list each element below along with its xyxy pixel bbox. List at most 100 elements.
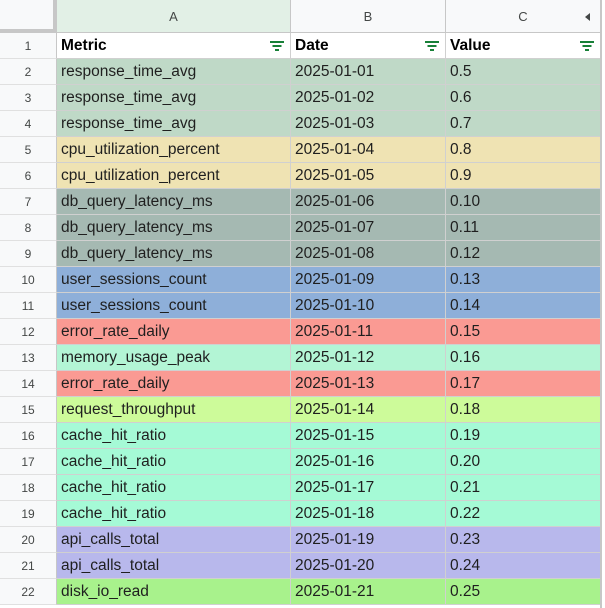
row-header[interactable]: 9: [0, 241, 57, 267]
row-header[interactable]: 17: [0, 449, 57, 475]
cell-value[interactable]: 0.23: [446, 527, 601, 553]
cell-metric[interactable]: db_query_latency_ms: [57, 189, 291, 215]
cell-value[interactable]: 0.18: [446, 397, 601, 423]
cell-metric[interactable]: memory_usage_peak: [57, 345, 291, 371]
cell-date[interactable]: 2025-01-11: [291, 319, 446, 345]
row-header[interactable]: 15: [0, 397, 57, 423]
cell-value[interactable]: 0.13: [446, 267, 601, 293]
cell-date[interactable]: 2025-01-21: [291, 579, 446, 605]
select-all-corner[interactable]: [0, 0, 57, 33]
cell-date[interactable]: 2025-01-02: [291, 85, 446, 111]
row-header[interactable]: 19: [0, 501, 57, 527]
scroll-left-arrow-icon[interactable]: [585, 13, 590, 21]
cell-metric[interactable]: user_sessions_count: [57, 293, 291, 319]
cell-date[interactable]: 2025-01-08: [291, 241, 446, 267]
cell-value[interactable]: 0.5: [446, 59, 601, 85]
cell-value[interactable]: 0.6: [446, 85, 601, 111]
cell-value[interactable]: 0.17: [446, 371, 601, 397]
column-header-c-label: C: [518, 8, 528, 24]
row-header[interactable]: 7: [0, 189, 57, 215]
cell-date[interactable]: 2025-01-15: [291, 423, 446, 449]
row-header[interactable]: 22: [0, 579, 57, 605]
cell-metric[interactable]: cpu_utilization_percent: [57, 163, 291, 189]
cell-date[interactable]: 2025-01-14: [291, 397, 446, 423]
cell-metric[interactable]: response_time_avg: [57, 85, 291, 111]
cell-value[interactable]: 0.19: [446, 423, 601, 449]
row-header[interactable]: 16: [0, 423, 57, 449]
cell-date[interactable]: 2025-01-19: [291, 527, 446, 553]
cell-date[interactable]: 2025-01-01: [291, 59, 446, 85]
cell-metric[interactable]: cache_hit_ratio: [57, 501, 291, 527]
cell-metric[interactable]: disk_io_read: [57, 579, 291, 605]
header-cell-date[interactable]: Date: [291, 33, 446, 59]
cell-date[interactable]: 2025-01-18: [291, 501, 446, 527]
cell-date[interactable]: 2025-01-09: [291, 267, 446, 293]
cell-value[interactable]: 0.10: [446, 189, 601, 215]
row-header[interactable]: 13: [0, 345, 57, 371]
cell-date[interactable]: 2025-01-06: [291, 189, 446, 215]
cell-date[interactable]: 2025-01-05: [291, 163, 446, 189]
row-header[interactable]: 20: [0, 527, 57, 553]
header-cell-value[interactable]: Value: [446, 33, 601, 59]
cell-value[interactable]: 0.15: [446, 319, 601, 345]
row-header[interactable]: 4: [0, 111, 57, 137]
row-header[interactable]: 14: [0, 371, 57, 397]
cell-value[interactable]: 0.14: [446, 293, 601, 319]
cell-date[interactable]: 2025-01-04: [291, 137, 446, 163]
cell-value[interactable]: 0.12: [446, 241, 601, 267]
cell-date[interactable]: 2025-01-16: [291, 449, 446, 475]
cell-metric[interactable]: api_calls_total: [57, 527, 291, 553]
cell-metric[interactable]: request_throughput: [57, 397, 291, 423]
column-header-b[interactable]: B: [291, 0, 446, 33]
cell-value[interactable]: 0.8: [446, 137, 601, 163]
row-header[interactable]: 3: [0, 85, 57, 111]
row-header[interactable]: 21: [0, 553, 57, 579]
cell-date[interactable]: 2025-01-13: [291, 371, 446, 397]
cell-metric[interactable]: response_time_avg: [57, 111, 291, 137]
cell-value[interactable]: 0.24: [446, 553, 601, 579]
cell-value[interactable]: 0.7: [446, 111, 601, 137]
cell-metric[interactable]: cache_hit_ratio: [57, 423, 291, 449]
row-header[interactable]: 6: [0, 163, 57, 189]
cell-value[interactable]: 0.11: [446, 215, 601, 241]
cell-date[interactable]: 2025-01-17: [291, 475, 446, 501]
cell-value[interactable]: 0.20: [446, 449, 601, 475]
cell-metric[interactable]: response_time_avg: [57, 59, 291, 85]
row-header[interactable]: 5: [0, 137, 57, 163]
frozen-edge: [600, 0, 602, 608]
cell-date[interactable]: 2025-01-07: [291, 215, 446, 241]
cell-metric[interactable]: cache_hit_ratio: [57, 449, 291, 475]
cell-value[interactable]: 0.9: [446, 163, 601, 189]
row-header[interactable]: 10: [0, 267, 57, 293]
filter-icon[interactable]: [270, 41, 284, 51]
cell-metric[interactable]: cache_hit_ratio: [57, 475, 291, 501]
cell-metric[interactable]: error_rate_daily: [57, 371, 291, 397]
cell-metric[interactable]: user_sessions_count: [57, 267, 291, 293]
row-header[interactable]: 2: [0, 59, 57, 85]
row-header[interactable]: 12: [0, 319, 57, 345]
header-date-label: Date: [295, 36, 329, 54]
cell-metric[interactable]: error_rate_daily: [57, 319, 291, 345]
row-header[interactable]: 1: [0, 33, 57, 59]
cell-metric[interactable]: api_calls_total: [57, 553, 291, 579]
row-header[interactable]: 18: [0, 475, 57, 501]
cell-date[interactable]: 2025-01-10: [291, 293, 446, 319]
cell-date[interactable]: 2025-01-03: [291, 111, 446, 137]
cell-date[interactable]: 2025-01-12: [291, 345, 446, 371]
column-header-c[interactable]: C: [446, 0, 601, 33]
header-cell-metric[interactable]: Metric: [57, 33, 291, 59]
filter-icon[interactable]: [580, 41, 594, 51]
filter-icon[interactable]: [425, 41, 439, 51]
header-metric-label: Metric: [61, 36, 107, 54]
cell-metric[interactable]: db_query_latency_ms: [57, 241, 291, 267]
cell-value[interactable]: 0.22: [446, 501, 601, 527]
row-header[interactable]: 8: [0, 215, 57, 241]
row-header[interactable]: 11: [0, 293, 57, 319]
cell-date[interactable]: 2025-01-20: [291, 553, 446, 579]
cell-metric[interactable]: db_query_latency_ms: [57, 215, 291, 241]
cell-value[interactable]: 0.21: [446, 475, 601, 501]
column-header-a[interactable]: A: [57, 0, 291, 33]
cell-value[interactable]: 0.25: [446, 579, 601, 605]
cell-value[interactable]: 0.16: [446, 345, 601, 371]
cell-metric[interactable]: cpu_utilization_percent: [57, 137, 291, 163]
